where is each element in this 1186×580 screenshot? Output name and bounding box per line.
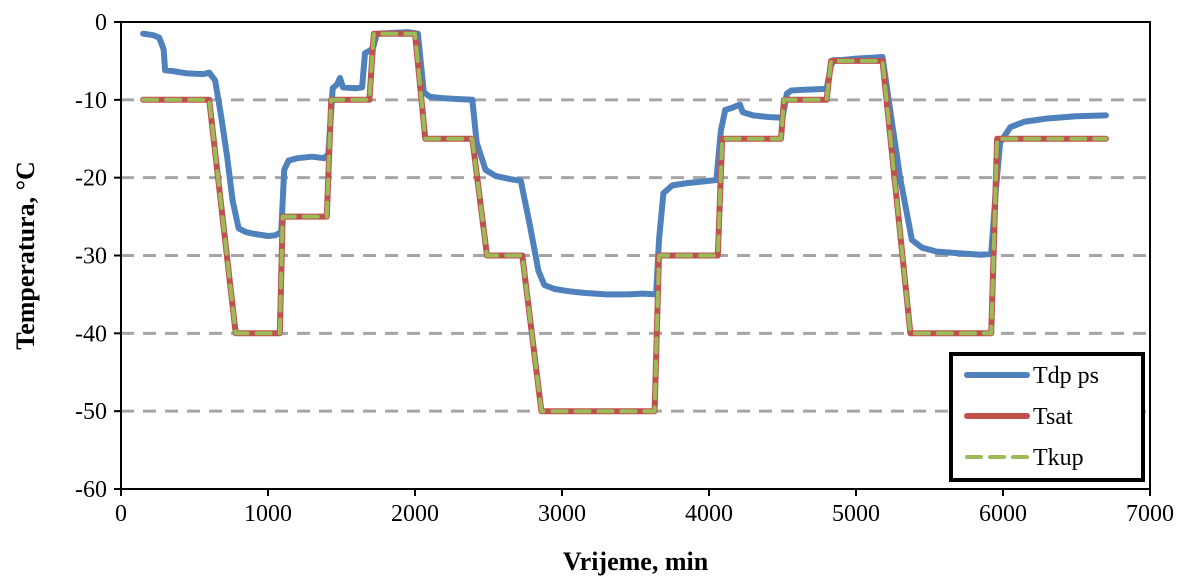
legend-label: Tsat — [1033, 404, 1073, 430]
series-line-1 — [140, 29, 1109, 298]
y-tick-label: -50 — [75, 399, 107, 425]
legend-label: Tdp ps — [1033, 363, 1099, 389]
y-axis-title: Temperatura, °C — [11, 161, 40, 350]
y-tick-label: -20 — [75, 166, 107, 192]
series-line-3 — [141, 31, 1108, 414]
x-tick-label: 0 — [115, 501, 127, 527]
y-tick-label: 0 — [95, 10, 107, 36]
x-axis: 0 1000 2000 3000 4000 5000 6000 7000 — [115, 489, 1174, 527]
x-tick-label: 3000 — [538, 501, 586, 527]
y-tick-label: -60 — [75, 477, 107, 503]
legend: Tdp ps Tsat Tkup — [949, 352, 1145, 482]
x-tick-label: 2000 — [391, 501, 439, 527]
x-axis-title: Vrijeme, min — [563, 547, 709, 576]
x-tick-label: 5000 — [832, 501, 880, 527]
x-tick-label: 1000 — [244, 501, 292, 527]
x-tick-label: 6000 — [979, 501, 1027, 527]
x-tick-label: 4000 — [685, 501, 733, 527]
y-axis: 0 -10 -20 -30 -40 -50 -60 — [75, 10, 121, 503]
y-tick-label: -10 — [75, 88, 107, 114]
x-tick-label: 7000 — [1126, 501, 1174, 527]
y-tick-label: -30 — [75, 244, 107, 270]
y-tick-label: -40 — [75, 321, 107, 347]
series-layer — [140, 29, 1109, 415]
legend-label: Tkup — [1033, 445, 1084, 471]
